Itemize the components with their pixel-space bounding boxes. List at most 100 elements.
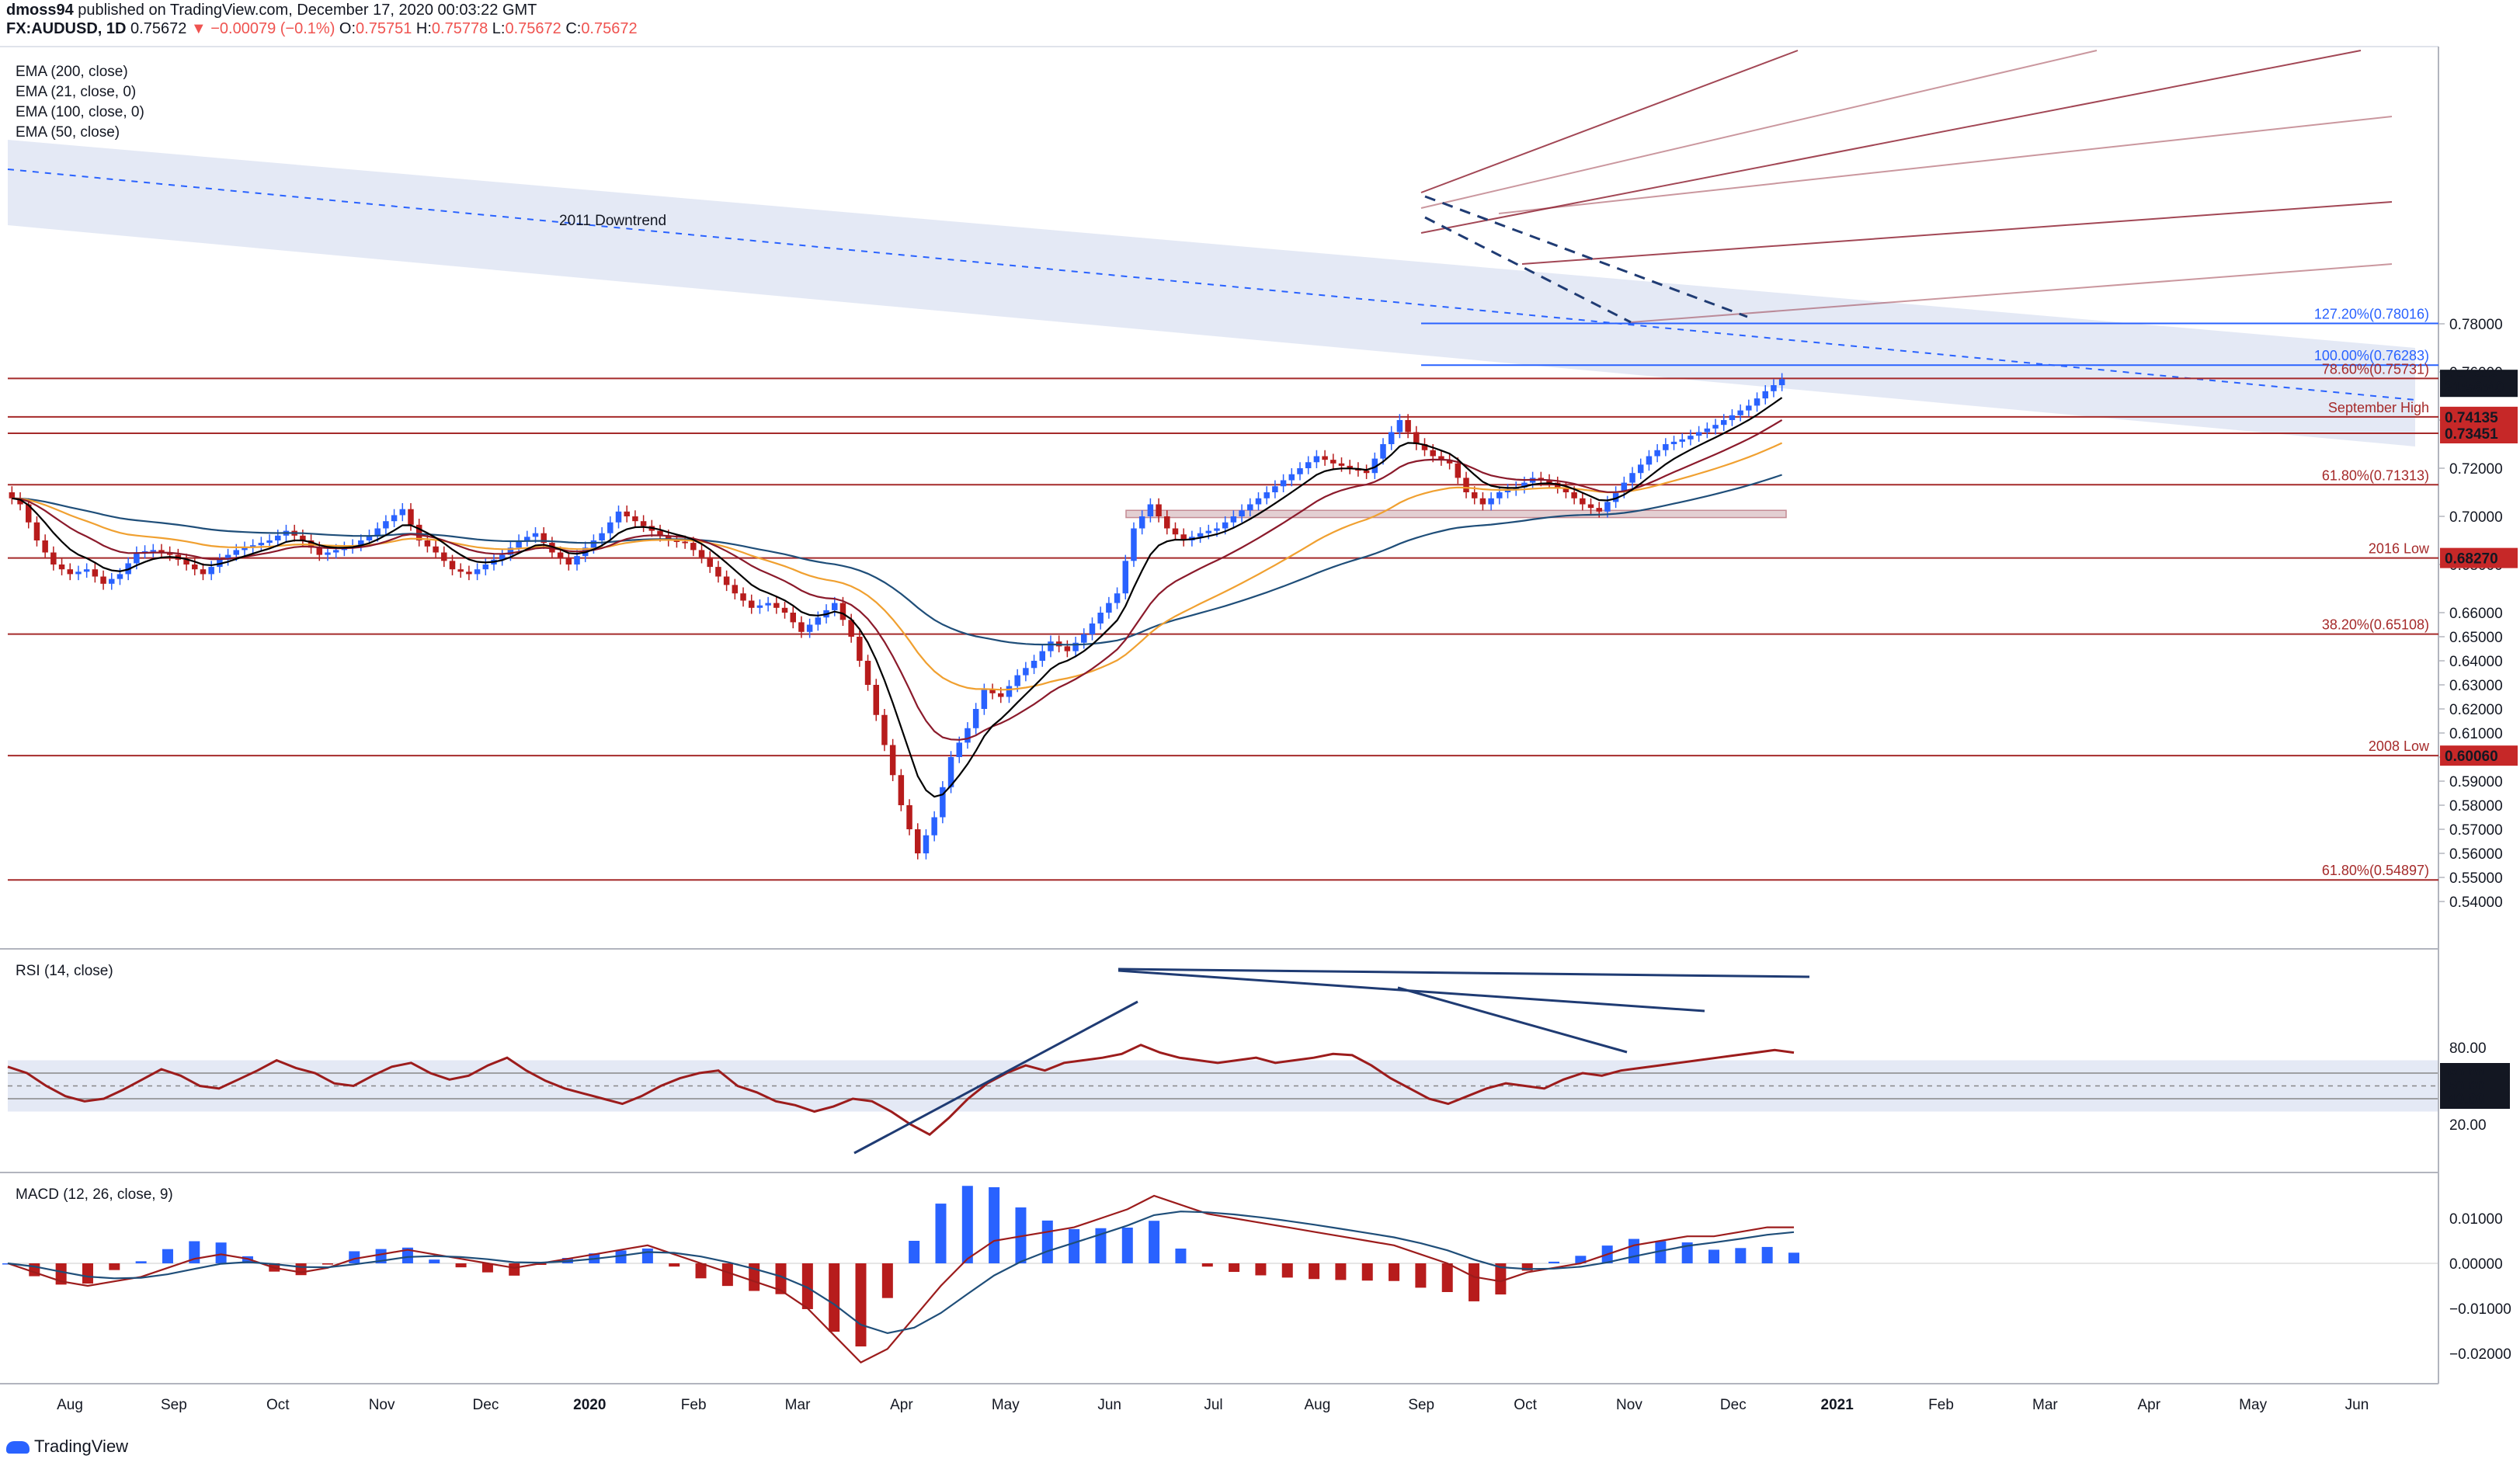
candle-body	[358, 540, 364, 546]
candle-body	[1288, 474, 1295, 481]
wedge-upper	[1424, 195, 1748, 318]
candle-body	[790, 613, 796, 623]
macd-line	[7, 1194, 1794, 1364]
macd-histogram-bar	[855, 1263, 867, 1347]
rsi-trendline-top	[1117, 967, 1810, 978]
macd-histogram-bar	[349, 1251, 360, 1263]
candle-body	[682, 541, 688, 544]
macd-histogram-bar	[1149, 1221, 1160, 1263]
level-label-7: 38.20%(0.65108)	[2322, 617, 2429, 633]
macd-histogram-bar	[775, 1263, 787, 1294]
candle-body	[1646, 456, 1653, 465]
candle-body	[1313, 456, 1320, 463]
candle-body	[50, 552, 57, 565]
candle-body	[1455, 463, 1462, 478]
candle-body	[1305, 462, 1312, 468]
candle-body	[67, 569, 74, 575]
candle-body	[1023, 668, 1029, 676]
candle-body	[1688, 436, 1694, 439]
candle-body	[773, 603, 780, 608]
macd-tick-label: 0.00000	[2449, 1256, 2503, 1273]
candle-body	[756, 605, 763, 608]
candle-body	[657, 530, 663, 536]
candle-body	[441, 552, 447, 561]
candle-body	[200, 569, 207, 575]
candle-body	[224, 554, 231, 560]
candle-body	[242, 547, 248, 551]
macd-histogram-bar	[1121, 1227, 1133, 1263]
time-tick-label: Feb	[1928, 1397, 1954, 1413]
macd-histogram-bar	[1361, 1263, 1373, 1281]
time-tick-label: Mar	[785, 1397, 811, 1413]
candle-body	[1164, 516, 1170, 529]
candle-body	[881, 714, 888, 745]
macd-tick-label: −0.02000	[2449, 1346, 2511, 1363]
candle-body	[17, 498, 23, 505]
candle-body	[58, 565, 65, 570]
candle-body	[1280, 480, 1287, 487]
price-change: −0.00079 (−0.1%)	[210, 20, 335, 37]
cloud-icon	[6, 1441, 30, 1454]
candle-body	[1363, 471, 1370, 474]
candle-body	[947, 757, 954, 787]
candle-body	[1421, 444, 1428, 450]
tradingview-logo[interactable]: TradingView	[6, 1436, 128, 1457]
ema-100-line	[12, 442, 1783, 691]
macd-histogram-bar	[455, 1263, 467, 1268]
time-tick-label: Apr	[2137, 1397, 2160, 1413]
level-label-2: 78.60%(0.75731)	[2322, 361, 2429, 377]
rsi-trendline-up	[853, 1000, 1138, 1155]
candle-body	[1031, 661, 1038, 669]
price-label-text: 0.60060	[2445, 749, 2498, 765]
time-tick-label: Sep	[161, 1397, 187, 1413]
candle-body	[1222, 522, 1229, 529]
rsi-line	[7, 1044, 1795, 1137]
candle-body	[1272, 486, 1278, 492]
candle-body	[781, 607, 788, 613]
candle-body	[158, 550, 165, 553]
macd-histogram-bar	[1548, 1261, 1560, 1263]
candle-body	[266, 540, 273, 544]
macd-histogram-bar	[82, 1263, 93, 1284]
price-tick-label: 0.72000	[2449, 461, 2503, 478]
rsi-trendline-low	[1397, 986, 1628, 1054]
candle-body	[1596, 508, 1602, 512]
candle-body	[92, 569, 99, 577]
candle-body	[1380, 444, 1386, 459]
candle-body	[1247, 504, 1253, 511]
candle-body	[192, 565, 198, 570]
candle-body	[798, 622, 805, 632]
publisher-name[interactable]: dmoss94	[6, 2, 74, 19]
price-tick-label: 0.61000	[2449, 726, 2503, 742]
candle-body	[831, 603, 838, 610]
candle-body	[1114, 593, 1121, 603]
macd-histogram-bar	[1708, 1249, 1720, 1263]
time-tick-label: Aug	[57, 1397, 83, 1413]
low-label: L:	[492, 20, 506, 37]
candle-body	[1762, 391, 1768, 399]
candle-body	[233, 550, 240, 555]
macd-histogram-bar	[615, 1250, 627, 1263]
candle-body	[1546, 480, 1552, 483]
candle-body	[374, 528, 381, 536]
candle-body	[998, 693, 1004, 697]
candle-body	[1771, 385, 1777, 391]
candle-body	[1446, 460, 1453, 464]
candle-body	[1621, 482, 1628, 492]
candle-body	[524, 537, 530, 540]
ema-legend-item: EMA (50, close)	[16, 124, 120, 141]
time-tick-label: May	[992, 1397, 1020, 1413]
candle-body	[1330, 460, 1336, 464]
time-tick-label: Oct	[1514, 1397, 1537, 1413]
candle-body	[474, 569, 481, 575]
candle-body	[1405, 420, 1411, 433]
price-tick-label: 0.58000	[2449, 798, 2503, 815]
candle-body	[1297, 468, 1303, 474]
candle-body	[1438, 456, 1444, 460]
candle-body	[1081, 634, 1087, 643]
candle-body	[673, 540, 680, 542]
candle-body	[9, 492, 16, 499]
candle-body	[499, 554, 506, 560]
candle-body	[1122, 561, 1129, 594]
